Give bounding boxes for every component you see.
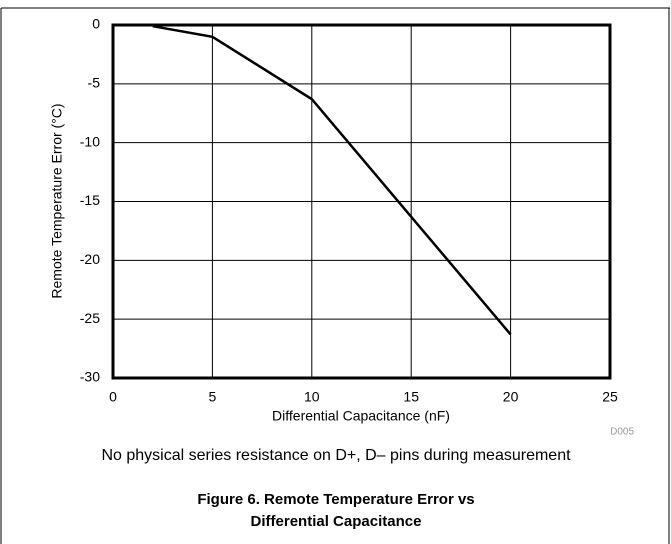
- x-tick-label: 10: [304, 389, 320, 405]
- data-line: [152, 24, 512, 336]
- plot-border: [111, 23, 612, 380]
- y-tick-label: -10: [80, 133, 100, 149]
- y-tick-label: -20: [80, 251, 100, 267]
- x-tick-label: 20: [503, 389, 519, 405]
- y-tick-label: -30: [80, 369, 100, 385]
- x-tick-label: 25: [602, 389, 618, 405]
- caption-line: Differential Capacitance: [251, 513, 422, 530]
- caption-line: Figure 6. Remote Temperature Error vs: [197, 491, 474, 508]
- figure-id: D005: [610, 427, 634, 438]
- x-tick-label: 15: [403, 389, 419, 405]
- y-tick-label: 0: [92, 16, 100, 32]
- y-tick-label: -5: [88, 75, 101, 91]
- x-axis-label: Differential Capacitance (nF): [272, 408, 450, 424]
- note: No physical series resistance on D+, D– …: [101, 447, 571, 464]
- y-axis-label: Remote Temperature Error (°C): [49, 103, 65, 298]
- x-tick-label: 0: [109, 389, 117, 405]
- x-tick-label: 5: [209, 389, 217, 405]
- y-tick-label: -15: [80, 192, 100, 208]
- y-tick-label: -25: [80, 310, 100, 326]
